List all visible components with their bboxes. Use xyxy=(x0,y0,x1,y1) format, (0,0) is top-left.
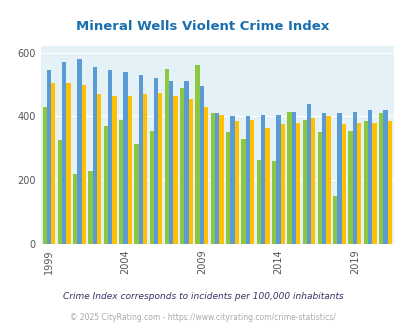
Bar xyxy=(169,81,173,244)
Bar xyxy=(195,65,199,244)
Bar xyxy=(188,99,192,244)
Bar xyxy=(81,84,86,244)
Bar xyxy=(356,123,360,244)
Bar xyxy=(249,120,254,244)
Bar xyxy=(112,96,116,244)
Bar xyxy=(321,113,326,244)
Bar xyxy=(337,113,341,244)
Bar xyxy=(119,120,123,244)
Bar xyxy=(341,124,345,244)
Bar xyxy=(363,121,367,244)
Bar xyxy=(387,121,391,244)
Bar xyxy=(256,160,260,244)
Bar xyxy=(77,59,81,244)
Bar xyxy=(271,161,275,244)
Bar xyxy=(204,107,208,244)
Bar xyxy=(219,115,223,244)
Bar xyxy=(180,88,184,244)
Bar xyxy=(108,70,112,244)
Bar xyxy=(352,112,356,244)
Bar xyxy=(47,70,51,244)
Bar xyxy=(310,118,315,244)
Bar xyxy=(332,196,337,244)
Bar xyxy=(73,174,77,244)
Bar xyxy=(149,131,153,244)
Text: Crime Index corresponds to incidents per 100,000 inhabitants: Crime Index corresponds to incidents per… xyxy=(62,292,343,301)
Bar xyxy=(230,116,234,244)
Bar xyxy=(382,110,387,244)
Bar xyxy=(88,171,92,244)
Bar xyxy=(184,81,188,244)
Bar xyxy=(215,113,219,244)
Bar xyxy=(275,115,280,244)
Bar xyxy=(123,72,127,244)
Bar xyxy=(97,94,101,244)
Bar xyxy=(295,123,299,244)
Bar xyxy=(306,104,310,244)
Bar xyxy=(51,83,55,244)
Bar xyxy=(367,110,371,244)
Bar xyxy=(134,144,138,244)
Bar xyxy=(138,75,143,244)
Bar xyxy=(210,113,215,244)
Bar xyxy=(234,121,238,244)
Bar xyxy=(62,62,66,244)
Bar xyxy=(143,94,147,244)
Bar xyxy=(326,116,330,244)
Bar xyxy=(286,112,291,244)
Bar xyxy=(264,128,269,244)
Bar xyxy=(378,113,382,244)
Bar xyxy=(317,132,321,244)
Bar xyxy=(173,96,177,244)
Text: Mineral Wells Violent Crime Index: Mineral Wells Violent Crime Index xyxy=(76,20,329,33)
Bar xyxy=(371,123,375,244)
Bar xyxy=(164,69,169,244)
Bar xyxy=(226,132,230,244)
Bar xyxy=(158,92,162,244)
Bar xyxy=(153,78,158,244)
Bar xyxy=(127,96,132,244)
Bar xyxy=(347,131,352,244)
Bar xyxy=(66,83,70,244)
Bar xyxy=(280,124,284,244)
Bar xyxy=(104,126,108,244)
Bar xyxy=(199,86,204,244)
Text: © 2025 CityRating.com - https://www.cityrating.com/crime-statistics/: © 2025 CityRating.com - https://www.city… xyxy=(70,313,335,322)
Bar xyxy=(92,67,97,244)
Bar xyxy=(245,116,249,244)
Bar xyxy=(260,115,264,244)
Bar xyxy=(241,139,245,244)
Bar xyxy=(43,107,47,244)
Bar xyxy=(58,140,62,244)
Bar xyxy=(302,120,306,244)
Bar xyxy=(291,112,295,244)
